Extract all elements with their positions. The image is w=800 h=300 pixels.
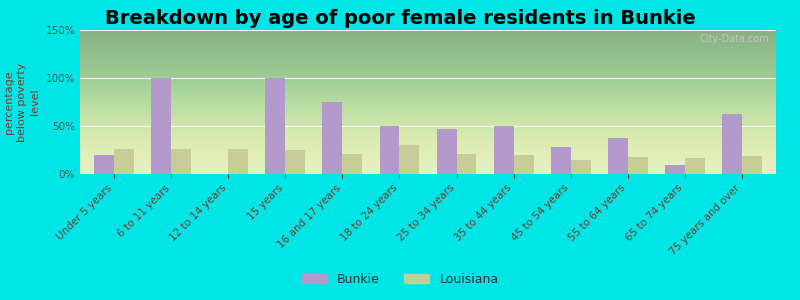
Bar bbox=[457, 154, 477, 174]
Bar bbox=[570, 160, 590, 174]
Bar bbox=[742, 156, 762, 174]
Bar bbox=[514, 155, 534, 174]
Bar bbox=[171, 149, 191, 174]
Bar bbox=[266, 78, 286, 174]
Bar bbox=[94, 155, 114, 174]
Bar bbox=[286, 150, 306, 174]
Bar bbox=[151, 78, 171, 174]
Bar bbox=[379, 126, 399, 174]
Bar bbox=[722, 115, 742, 174]
Text: City-Data.com: City-Data.com bbox=[699, 34, 769, 44]
Bar bbox=[114, 149, 134, 174]
Bar bbox=[494, 126, 514, 174]
Bar bbox=[228, 149, 248, 174]
Bar bbox=[550, 147, 570, 174]
Bar bbox=[342, 154, 362, 174]
Bar bbox=[685, 158, 705, 174]
Bar bbox=[665, 165, 685, 174]
Text: Breakdown by age of poor female residents in Bunkie: Breakdown by age of poor female resident… bbox=[105, 9, 695, 28]
Bar bbox=[628, 157, 648, 174]
Bar bbox=[437, 129, 457, 174]
Y-axis label: percentage
below poverty
level: percentage below poverty level bbox=[3, 62, 40, 142]
Bar bbox=[608, 137, 628, 174]
Legend: Bunkie, Louisiana: Bunkie, Louisiana bbox=[297, 268, 503, 291]
Bar bbox=[322, 102, 342, 174]
Bar bbox=[399, 145, 419, 174]
